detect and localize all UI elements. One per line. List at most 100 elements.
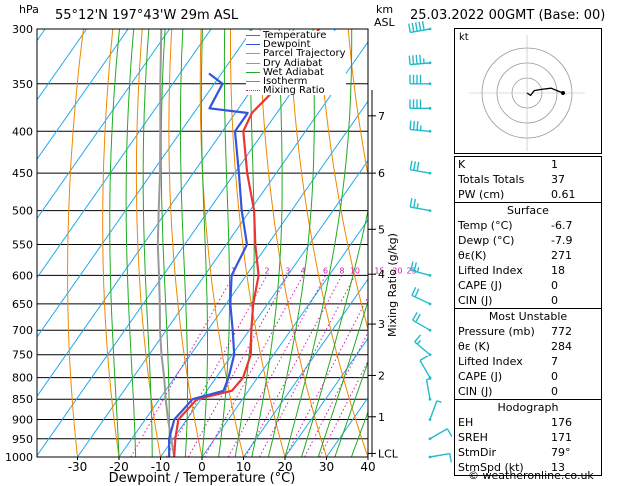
stat-label: Totals Totals: [458, 173, 525, 186]
isotherm-line: [243, 278, 368, 457]
pressure-tick-label: 800: [12, 372, 33, 385]
legend-label: Temperature: [263, 30, 327, 41]
temperature-tick-label: 10: [236, 460, 251, 474]
stat-value: 284: [551, 340, 572, 353]
km-tick-label: 7: [378, 110, 385, 123]
dry-adiabat-line: [347, 29, 368, 178]
stat-label: PW (cm): [458, 188, 505, 201]
chart-legend: Temperature Dewpoint Parcel Trajectory Dry …: [246, 30, 346, 96]
stat-value: 0: [551, 370, 558, 383]
legend-item: Mixing Ratio: [246, 86, 346, 96]
stat-value: 0: [551, 294, 558, 307]
mixing-ratio-line: [285, 296, 368, 457]
stat-value: 0: [551, 279, 558, 292]
legend-item: Isotherm: [246, 75, 346, 87]
dry-adiabat-line: [259, 29, 327, 457]
stat-label: SREH: [458, 431, 488, 444]
stat-row: Temp (°C) -6.7: [455, 218, 601, 233]
stat-label: θε(K): [458, 249, 487, 262]
wet-adiabat-line: [200, 29, 208, 457]
km-tick-label: 4: [378, 268, 385, 281]
stat-label: CIN (J): [458, 294, 493, 307]
pressure-tick-label: 650: [12, 298, 33, 311]
stat-label: CAPE (J): [458, 279, 503, 292]
legend-label: Isotherm: [263, 75, 308, 87]
stat-label: Pressure (mb): [458, 325, 535, 338]
stat-value: 0: [551, 385, 558, 398]
pressure-unit-label: hPa: [19, 3, 39, 16]
pressure-tick-label: 850: [12, 393, 33, 406]
legend-swatch: [246, 81, 260, 83]
wind-barb: [410, 261, 432, 277]
legend-swatch: [246, 90, 260, 92]
stat-row: EH 176: [455, 415, 601, 430]
wet-adiabat-line: [334, 360, 368, 457]
isotherm-line: [201, 218, 368, 457]
stat-label: Temp (°C): [458, 219, 513, 232]
wind-barb: [412, 312, 432, 332]
pressure-tick-label: 750: [12, 349, 33, 362]
stat-value: -7.9: [551, 234, 573, 247]
stat-row: CAPE (J) 0: [455, 369, 601, 384]
pressure-tick-label: 450: [12, 167, 33, 180]
legend-swatch: [246, 53, 260, 55]
pressure-tick-label: 500: [12, 205, 33, 218]
wind-barb: [408, 54, 432, 66]
pressure-tick-label: 300: [12, 23, 33, 36]
mixing-ratio-label: 3: [285, 266, 290, 275]
mixing-ratio-line: [319, 359, 368, 457]
dry-adiabat-line: [230, 29, 286, 457]
x-axis-label: Dewpoint / Temperature (°C): [109, 471, 296, 486]
legend-label: Dewpoint: [263, 39, 311, 51]
hodograph-kt-label: kt: [459, 32, 469, 43]
legend-item: Temperature: [246, 30, 346, 41]
mixing-ratio-line: [165, 275, 268, 457]
mixing-ratio-line: [130, 275, 234, 457]
temperature-tick-label: 0: [198, 460, 206, 474]
legend-item: Dry Adiabat: [246, 58, 346, 68]
wet-adiabat-line: [267, 29, 315, 457]
wind-barb: [409, 198, 432, 212]
legend-item: Wet Adiabat: [246, 66, 346, 78]
stat-label: StmDir: [458, 446, 497, 459]
wet-adiabat-line: [301, 208, 368, 457]
stat-value: 171: [551, 431, 572, 444]
mixing-ratio-label: 6: [323, 266, 328, 275]
isotherm-line: [37, 29, 129, 161]
stat-value: 176: [551, 416, 572, 429]
wind-barb: [411, 286, 432, 306]
km-tick-label: 5: [378, 223, 385, 236]
legend-label: Wet Adiabat: [263, 66, 324, 78]
mixing-ratio-label: 8: [339, 266, 344, 275]
stat-row: Dewp (°C) -7.9: [455, 233, 601, 248]
legend-swatch: [246, 62, 260, 64]
legend-swatch: [246, 44, 260, 46]
km-tick-label: 3: [378, 318, 385, 331]
pressure-tick-label: 1000: [5, 451, 33, 464]
plot-area: [37, 29, 368, 457]
mixing-ratio-axis-label: Mixing Ratio (g/kg): [386, 233, 399, 337]
stat-row: StmDir 79°: [455, 445, 601, 460]
wind-barb: [425, 377, 432, 401]
wet-adiabat-line: [142, 29, 153, 457]
wind-barb: [409, 160, 432, 175]
dry-adiabat-line: [67, 29, 84, 457]
pressure-tick-label: 700: [12, 324, 33, 337]
wind-barb: [428, 452, 452, 463]
dry-adiabat-line: [288, 29, 368, 457]
pressure-tick-label: 600: [12, 269, 33, 282]
isotherm-line: [77, 41, 368, 457]
stat-value: 37: [551, 173, 565, 186]
wind-barb: [414, 334, 432, 357]
wet-adiabat-line: [180, 29, 189, 457]
isotherm-line: [37, 29, 337, 457]
wind-barb: [428, 428, 453, 441]
legend-swatch: [246, 35, 260, 37]
stat-label: Lifted Index: [458, 355, 523, 368]
temperature-tick-label: -30: [68, 460, 88, 474]
temperature-tick-label: 40: [360, 460, 375, 474]
dry-adiabat-line: [318, 29, 368, 331]
stat-value: 79°: [551, 446, 571, 459]
